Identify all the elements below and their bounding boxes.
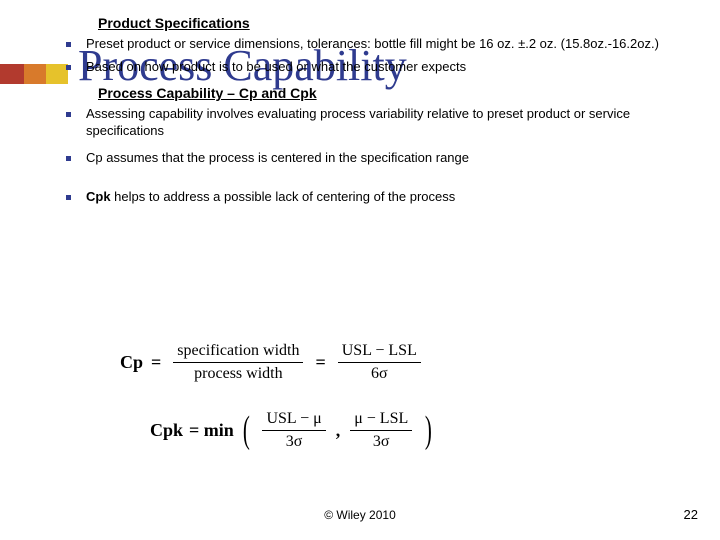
equals-min: = min — [189, 420, 234, 441]
list-item: Based on how product is to be used or wh… — [60, 59, 690, 76]
formula-area: Cp = specification width process width =… — [120, 342, 600, 450]
close-paren-icon: ) — [425, 415, 432, 445]
comma-separator: , — [336, 420, 341, 441]
accent-bar — [0, 64, 68, 84]
cpk-lhs: Cpk — [150, 420, 183, 441]
cpk-rest: helps to address a possible lack of cent… — [111, 189, 456, 204]
list-item: Cp assumes that the process is centered … — [60, 150, 690, 167]
section-heading-process-capability: Process Capability – Cp and Cpk — [98, 84, 690, 102]
list-item: Assessing capability involves evaluating… — [60, 106, 690, 140]
open-paren-icon: ( — [243, 415, 250, 445]
list-item: Preset product or service dimensions, to… — [60, 36, 690, 53]
content-area: Product Specifications Preset product or… — [60, 14, 690, 214]
list-item: Cpk helps to address a possible lack of … — [60, 189, 690, 206]
numerator: μ − LSL — [350, 410, 412, 431]
cp-lhs: Cp — [120, 352, 143, 373]
denominator: 3σ — [282, 431, 307, 451]
footer-page-number: 22 — [684, 507, 698, 522]
cpk-term: Cpk — [86, 189, 111, 204]
fraction: USL − μ 3σ — [258, 410, 329, 450]
fraction: μ − LSL 3σ — [346, 410, 416, 450]
slide: Process Capability Product Specification… — [0, 0, 720, 540]
accent-seg-2 — [24, 64, 46, 84]
numerator: specification width — [173, 342, 303, 363]
footer-copyright: © Wiley 2010 — [0, 508, 720, 522]
bullet-list-1: Preset product or service dimensions, to… — [60, 36, 690, 76]
fraction: USL − LSL 6σ — [334, 342, 425, 382]
equals-sign: = — [151, 352, 161, 373]
numerator: USL − μ — [262, 410, 325, 431]
denominator: process width — [190, 363, 286, 383]
cp-rest: assumes that the process is centered in … — [103, 150, 469, 165]
fraction: specification width process width — [169, 342, 307, 382]
equals-sign: = — [315, 352, 325, 373]
bullet-list-2: Assessing capability involves evaluating… — [60, 106, 690, 206]
denominator: 6σ — [367, 363, 392, 383]
denominator: 3σ — [369, 431, 394, 451]
numerator: USL − LSL — [338, 342, 421, 363]
section-heading-product-specs: Product Specifications — [98, 14, 690, 32]
formula-cpk: Cpk = min ( USL − μ 3σ , μ − LSL 3σ ) — [150, 410, 600, 450]
accent-seg-1 — [0, 64, 24, 84]
formula-cp: Cp = specification width process width =… — [120, 342, 600, 382]
cp-term: Cp — [86, 150, 103, 165]
